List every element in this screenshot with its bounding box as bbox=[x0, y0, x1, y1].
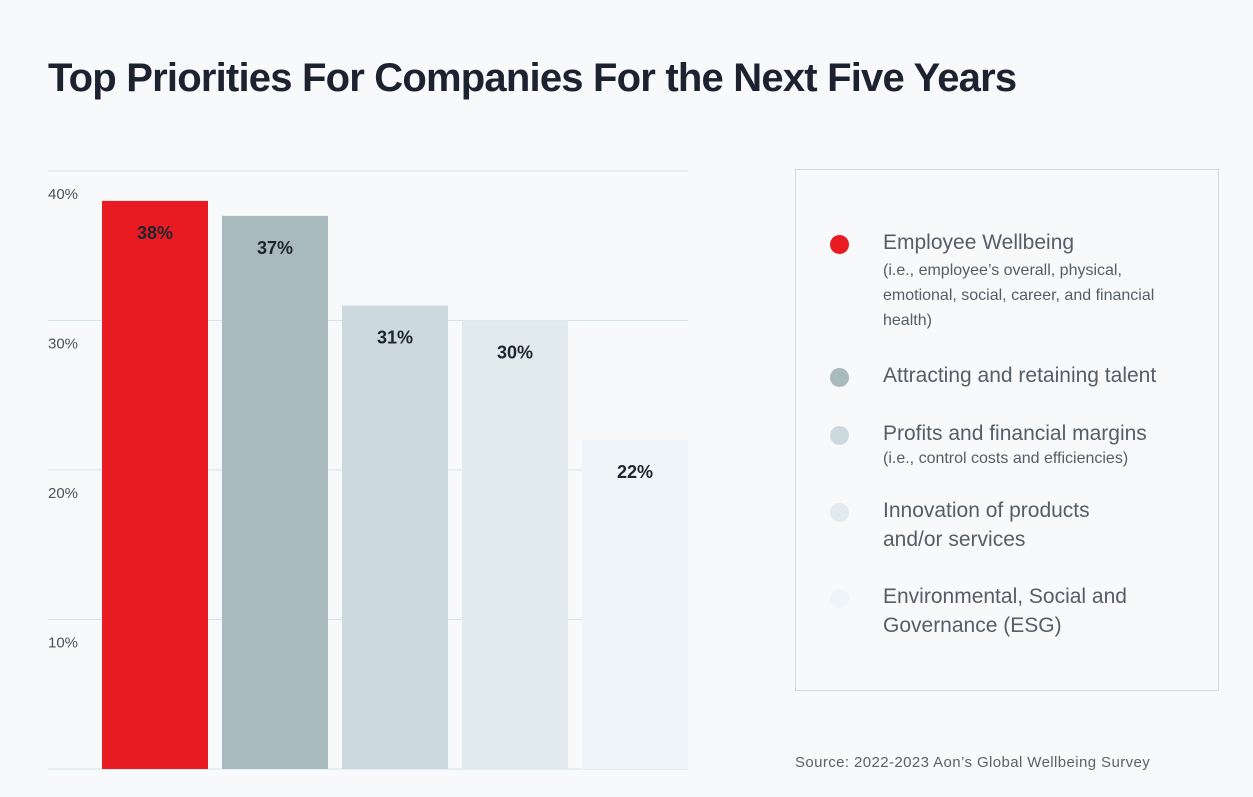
legend-swatch-employee-wellbeing bbox=[830, 235, 849, 254]
bar-1 bbox=[102, 200, 208, 769]
y-tick-label-30: 30% bbox=[48, 336, 78, 353]
bar-5 bbox=[582, 440, 688, 769]
legend-label-innovation: Innovation of products and/or services bbox=[883, 499, 1090, 551]
bar-2 bbox=[222, 215, 328, 770]
chart-title: Top Priorities For Companies For the Nex… bbox=[48, 56, 1017, 100]
legend: Employee Wellbeing (i.e., employee’s ove… bbox=[795, 169, 1219, 691]
bar-value-label-5: 22% bbox=[617, 462, 653, 482]
legend-swatch-esg bbox=[830, 589, 849, 608]
legend-swatch-profits bbox=[830, 426, 849, 445]
source-note: Source: 2022-2023 Aon’s Global Wellbeing… bbox=[795, 754, 1151, 771]
y-tick-label-20: 20% bbox=[48, 485, 78, 502]
bar-chart: 10% 20% 30% 40% 38% 37% 31% 30% 22% bbox=[48, 170, 688, 770]
legend-swatch-innovation bbox=[830, 503, 849, 522]
legend-label-talent: Attracting and retaining talent bbox=[883, 364, 1157, 387]
y-tick-label-10: 10% bbox=[48, 635, 78, 652]
bar-3 bbox=[342, 305, 448, 769]
legend-sub-employee-wellbeing: (i.e., employee’s overall, physical, emo… bbox=[883, 262, 1155, 329]
bar-4 bbox=[462, 320, 568, 769]
legend-sub-profits: (i.e., control costs and efficiencies) bbox=[883, 450, 1129, 467]
bar-value-label-1: 38% bbox=[137, 223, 173, 243]
legend-label-profits: Profits and financial margins bbox=[883, 422, 1147, 445]
bar-value-label-4: 30% bbox=[497, 343, 533, 363]
legend-label-employee-wellbeing: Employee Wellbeing bbox=[883, 231, 1075, 254]
y-tick-label-40: 40% bbox=[48, 186, 78, 203]
bar-value-label-3: 31% bbox=[377, 328, 413, 348]
legend-swatch-talent bbox=[830, 368, 849, 387]
legend-label-esg: Environmental, Social and Governance (ES… bbox=[883, 585, 1127, 637]
bar-value-label-2: 37% bbox=[257, 238, 293, 258]
